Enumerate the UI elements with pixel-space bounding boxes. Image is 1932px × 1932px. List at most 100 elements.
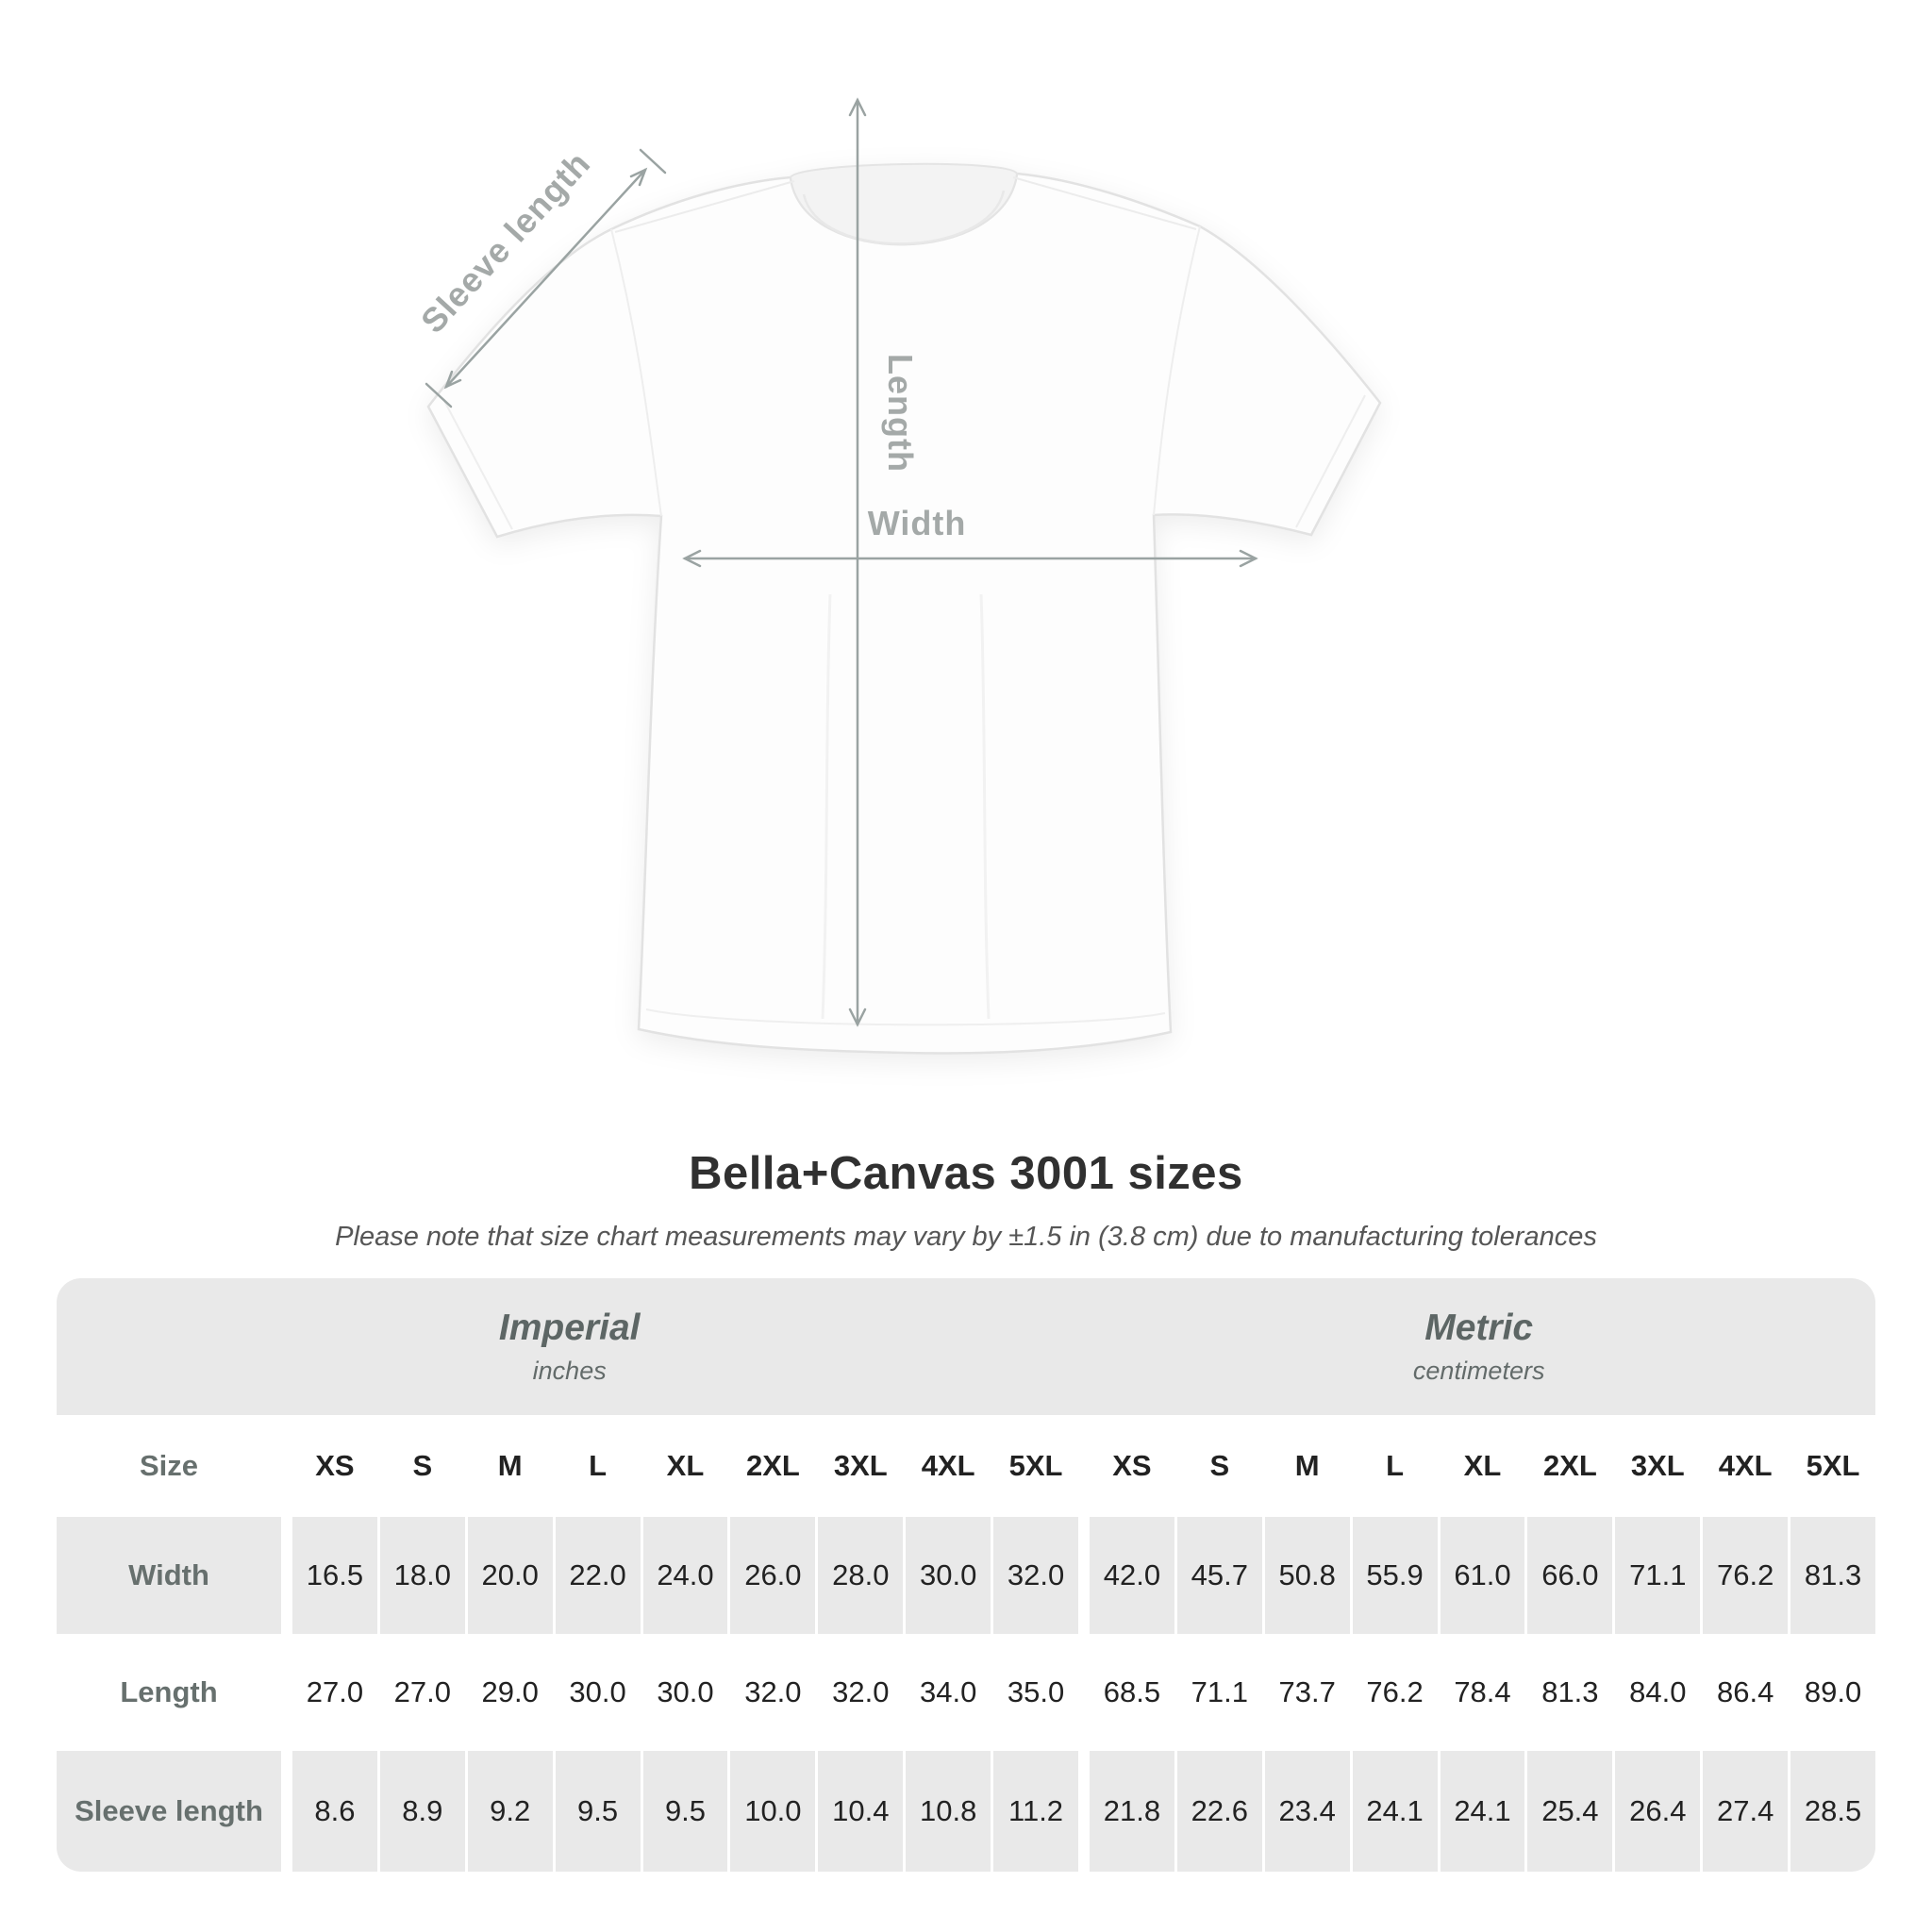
length-arrow xyxy=(848,97,867,1027)
metric-header: Metric centimeters xyxy=(1082,1278,1875,1415)
table-cell: 76.2 xyxy=(1703,1517,1789,1634)
table-cell: 32.0 xyxy=(993,1517,1078,1634)
table-cell: 55.9 xyxy=(1352,1517,1438,1634)
unit-header-row: Imperial inches Metric centimeters xyxy=(57,1278,1875,1415)
sleeve-length-arrow xyxy=(425,148,667,408)
table-cell: 24.1 xyxy=(1352,1751,1438,1872)
row-label: Sleeve length xyxy=(57,1751,281,1872)
table-cell: 10.0 xyxy=(730,1751,816,1872)
column-spacer xyxy=(284,1415,290,1517)
page-subtitle: Please note that size chart measurements… xyxy=(335,1222,1597,1252)
size-header-cell: 5XL xyxy=(993,1415,1078,1517)
tshirt-graphic xyxy=(426,162,1382,1055)
size-header-cell: 2XL xyxy=(730,1415,816,1517)
size-header-cell: S xyxy=(1176,1415,1262,1517)
table-cell: 32.0 xyxy=(818,1634,904,1751)
metric-title: Metric xyxy=(1424,1307,1534,1348)
table-cell: 27.0 xyxy=(379,1634,465,1751)
table-cell: 20.0 xyxy=(467,1517,553,1634)
table-cell: 27.4 xyxy=(1703,1751,1789,1872)
armhole-seam-left xyxy=(610,228,662,517)
column-spacer xyxy=(284,1634,290,1751)
table-cell: 78.4 xyxy=(1440,1634,1525,1751)
width-arrow xyxy=(682,549,1258,568)
length-label: Length xyxy=(881,354,920,473)
size-corner-label: Size xyxy=(57,1415,281,1517)
section-spacer xyxy=(1080,1415,1087,1517)
table-cell: 23.4 xyxy=(1264,1751,1350,1872)
shoulder-seam-right xyxy=(1012,176,1197,230)
table-cell: 26.4 xyxy=(1615,1751,1701,1872)
table-cell: 81.3 xyxy=(1527,1634,1613,1751)
table-cell: 8.6 xyxy=(292,1751,377,1872)
table-cell: 73.7 xyxy=(1264,1634,1350,1751)
table-cell: 35.0 xyxy=(993,1634,1078,1751)
size-header-cell: 3XL xyxy=(818,1415,904,1517)
table-cell: 9.2 xyxy=(467,1751,553,1872)
section-spacer xyxy=(1080,1634,1087,1751)
tshirt-body xyxy=(426,172,1382,1055)
table-cell: 9.5 xyxy=(642,1751,728,1872)
size-header-cell: XS xyxy=(292,1415,377,1517)
size-header-cell: 2XL xyxy=(1527,1415,1613,1517)
table-cell: 27.0 xyxy=(292,1634,377,1751)
row-label: Length xyxy=(57,1634,281,1751)
table-cell: 28.0 xyxy=(818,1517,904,1634)
size-header-cell: S xyxy=(379,1415,465,1517)
table-cell: 11.2 xyxy=(993,1751,1078,1872)
table-cell: 42.0 xyxy=(1089,1517,1174,1634)
table-cell: 25.4 xyxy=(1527,1751,1613,1872)
table-cell: 24.1 xyxy=(1440,1751,1525,1872)
table-cell: 30.0 xyxy=(555,1634,641,1751)
size-header-cell: XL xyxy=(642,1415,728,1517)
table-cell: 29.0 xyxy=(467,1634,553,1751)
size-grid: Size XS S M L XL 2XL 3XL 4XL 5XL XS S M L XL 2XL 3XL 4XL 5… xyxy=(57,1415,1875,1872)
table-cell: 10.8 xyxy=(906,1751,991,1872)
imperial-subtitle: inches xyxy=(532,1357,607,1385)
table-cell: 66.0 xyxy=(1527,1517,1613,1634)
cuff-seam-right xyxy=(1295,394,1366,528)
size-header-cell: XL xyxy=(1440,1415,1525,1517)
size-header-cell: 5XL xyxy=(1790,1415,1875,1517)
table-cell: 18.0 xyxy=(379,1517,465,1634)
table-cell: 30.0 xyxy=(642,1634,728,1751)
size-header-cell: L xyxy=(555,1415,641,1517)
section-spacer xyxy=(1080,1517,1087,1634)
hem-seam xyxy=(645,1008,1166,1026)
table-cell: 68.5 xyxy=(1089,1634,1174,1751)
table-cell: 9.5 xyxy=(555,1751,641,1872)
metric-subtitle: centimeters xyxy=(1412,1357,1545,1385)
table-cell: 84.0 xyxy=(1615,1634,1701,1751)
section-spacer xyxy=(1080,1751,1087,1872)
column-spacer xyxy=(284,1517,290,1634)
table-cell: 8.9 xyxy=(379,1751,465,1872)
table-cell: 76.2 xyxy=(1352,1634,1438,1751)
table-cell: 50.8 xyxy=(1264,1517,1350,1634)
size-header-cell: XS xyxy=(1089,1415,1174,1517)
table-cell: 30.0 xyxy=(906,1517,991,1634)
width-label: Width xyxy=(868,504,967,542)
table-cell: 24.0 xyxy=(642,1517,728,1634)
table-cell: 71.1 xyxy=(1176,1634,1262,1751)
cuff-seam-left xyxy=(442,398,513,530)
table-cell: 21.8 xyxy=(1089,1751,1174,1872)
table-cell: 89.0 xyxy=(1790,1634,1875,1751)
column-spacer xyxy=(284,1751,290,1872)
table-cell: 10.4 xyxy=(818,1751,904,1872)
size-header-cell: 4XL xyxy=(906,1415,991,1517)
table-cell: 34.0 xyxy=(906,1634,991,1751)
size-header-cell: 4XL xyxy=(1703,1415,1789,1517)
table-cell: 45.7 xyxy=(1176,1517,1262,1634)
measurement-arrows xyxy=(425,97,1258,1027)
size-header-cell: M xyxy=(1264,1415,1350,1517)
table-cell: 32.0 xyxy=(730,1634,816,1751)
table-cell: 71.1 xyxy=(1615,1517,1701,1634)
crease-line xyxy=(979,593,991,1020)
row-label: Width xyxy=(57,1517,281,1634)
armhole-seam-right xyxy=(1153,225,1201,516)
shoulder-seam-left xyxy=(614,180,795,233)
size-header-cell: M xyxy=(467,1415,553,1517)
tshirt-diagram: Sleeve length Length Width xyxy=(413,97,1382,1055)
imperial-header: Imperial inches xyxy=(57,1278,1082,1415)
table-cell: 61.0 xyxy=(1440,1517,1525,1634)
